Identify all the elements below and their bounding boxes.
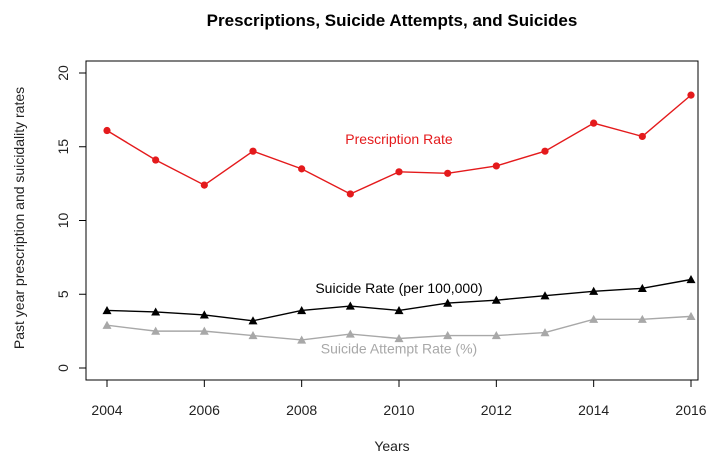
- data-point: [199, 326, 209, 335]
- y-tick-label: 10: [55, 213, 71, 229]
- data-point: [346, 190, 354, 198]
- y-tick-label: 20: [55, 65, 71, 81]
- data-point: [248, 316, 258, 325]
- data-point: [589, 286, 599, 295]
- data-point: [248, 331, 258, 340]
- data-point: [491, 295, 501, 304]
- data-point: [589, 314, 599, 323]
- series-label-suicide-attempt-rate: Suicide Attempt Rate (%): [321, 340, 477, 356]
- data-point: [394, 305, 404, 315]
- data-point: [638, 132, 646, 141]
- series-layer: [102, 91, 696, 344]
- data-point: [540, 328, 550, 337]
- x-tick-label: 2014: [578, 402, 609, 418]
- series-labels: Prescription Rate Suicide Rate (per 100,0…: [315, 131, 482, 356]
- data-point: [492, 162, 500, 170]
- data-point: [200, 181, 208, 189]
- series-suicide-rate-per-100-000: [102, 275, 696, 325]
- data-point: [102, 320, 112, 329]
- data-point: [298, 165, 306, 173]
- x-axis: 2004 2006 2008 2010 2012 2014 2016: [91, 379, 707, 418]
- data-point: [151, 307, 161, 316]
- data-point: [686, 275, 696, 284]
- x-tick-label: 2006: [189, 402, 220, 418]
- data-point: [637, 314, 647, 323]
- data-point: [151, 326, 161, 335]
- data-point: [541, 147, 549, 155]
- data-point: [687, 91, 695, 99]
- y-tick-label: 5: [55, 290, 71, 298]
- y-axis-label: Past year prescription and suicidality r…: [11, 87, 27, 349]
- y-tick-label: 15: [55, 139, 71, 155]
- chart-title: Prescriptions, Suicide Attempts, and Sui…: [207, 11, 578, 30]
- x-tick-label: 2004: [91, 402, 122, 418]
- data-point: [395, 168, 403, 176]
- y-tick-label: 0: [55, 364, 71, 372]
- data-point: [297, 305, 307, 315]
- y-axis: 0 5 10 15 20: [55, 65, 87, 372]
- data-point: [686, 311, 696, 320]
- data-point: [345, 301, 355, 310]
- series-suicide-attempt-rate: [102, 311, 696, 344]
- series-label-suicide-rate-per-100-000: Suicide Rate (per 100,000): [315, 280, 482, 296]
- data-point: [540, 291, 550, 300]
- x-tick-label: 2012: [481, 402, 512, 418]
- data-point: [297, 335, 307, 344]
- x-tick-label: 2008: [286, 402, 317, 418]
- plot-frame: [85, 60, 699, 381]
- data-point: [443, 331, 453, 340]
- x-axis-label: Years: [374, 438, 409, 453]
- data-point: [590, 119, 598, 127]
- data-point: [637, 283, 647, 292]
- data-point: [102, 305, 112, 315]
- series-label-prescription-rate: Prescription Rate: [345, 131, 453, 147]
- data-point: [443, 298, 453, 307]
- data-point: [199, 310, 209, 319]
- data-point: [491, 331, 501, 340]
- data-point: [152, 156, 160, 164]
- x-tick-label: 2010: [383, 402, 414, 418]
- data-point: [394, 334, 404, 343]
- data-point: [444, 169, 452, 177]
- data-point: [249, 147, 257, 155]
- data-point: [345, 329, 355, 338]
- series-prescription-rate: [103, 91, 695, 198]
- x-tick-label: 2016: [675, 402, 706, 418]
- data-point: [103, 126, 111, 135]
